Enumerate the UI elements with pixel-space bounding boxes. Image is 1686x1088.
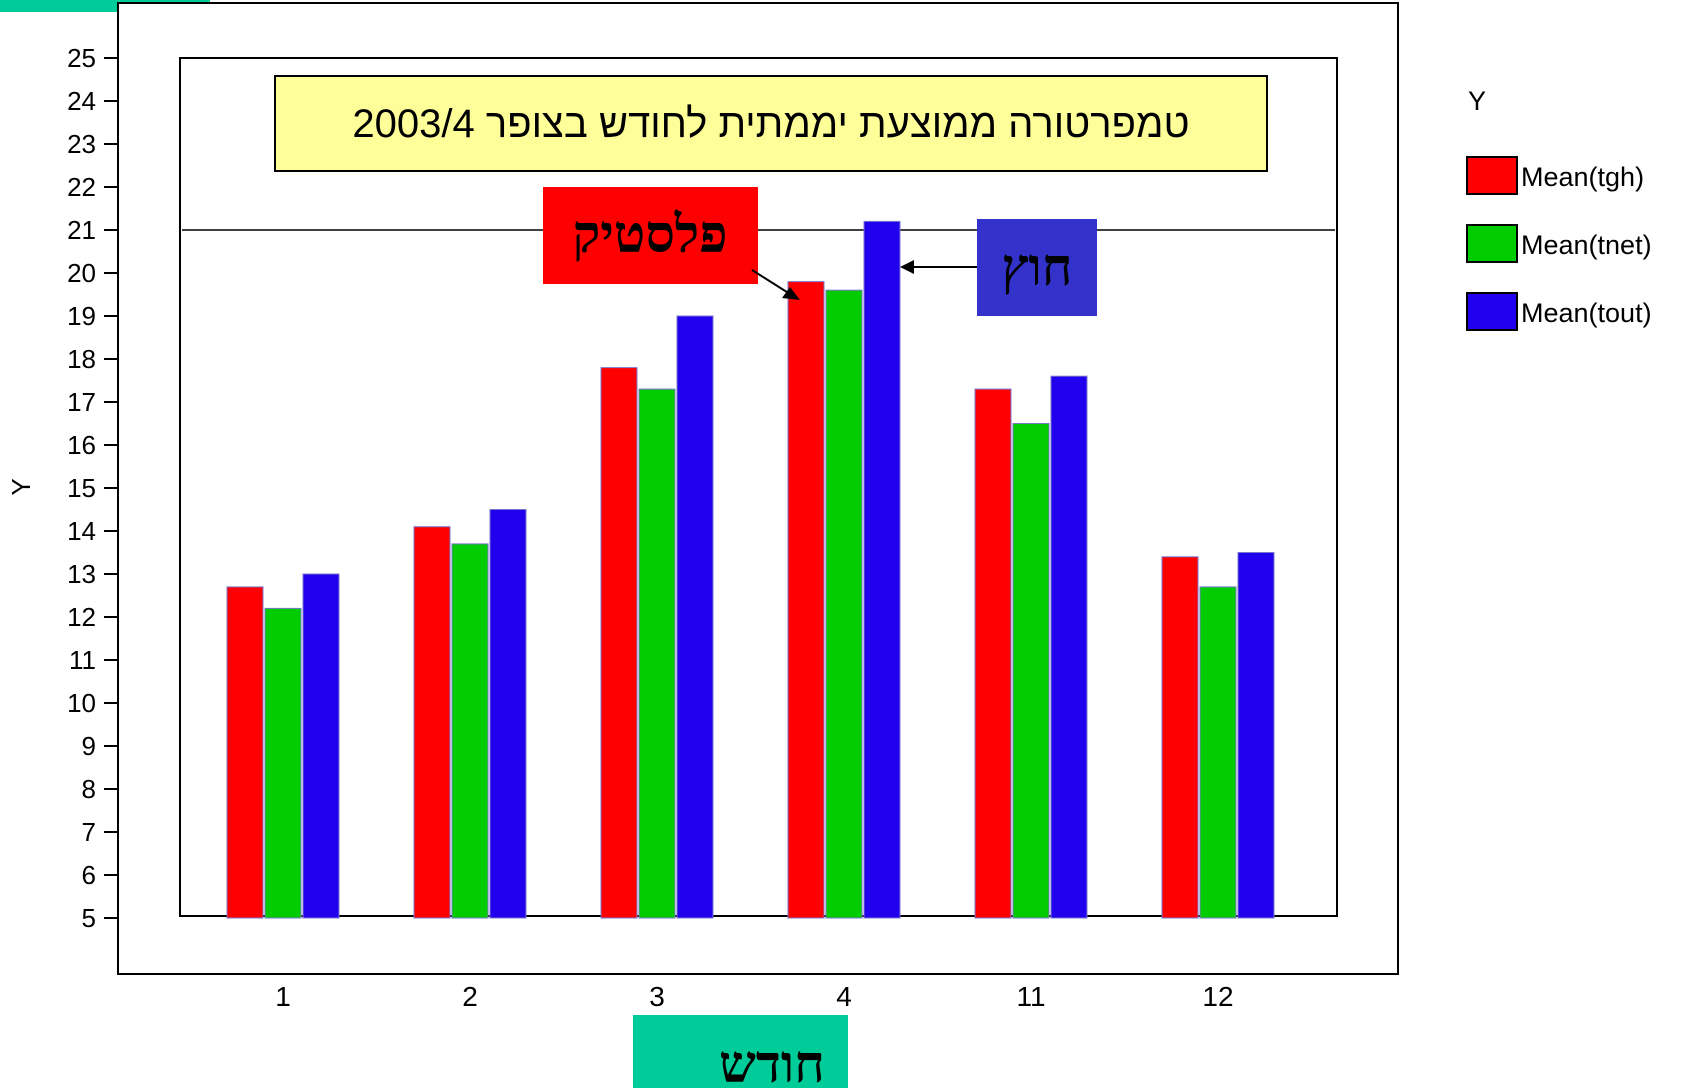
- y-tick-label: 5: [82, 903, 96, 933]
- y-tick-label: 9: [82, 731, 96, 761]
- callout-plastic-label: פלסטיק: [572, 204, 727, 265]
- y-tick-label: 19: [67, 301, 96, 331]
- y-tick-label: 22: [67, 172, 96, 202]
- x-tick-label: 1: [275, 981, 291, 1012]
- y-axis-label: Y: [6, 478, 36, 495]
- bar-meantnet-12: [1199, 586, 1237, 919]
- x-tick-label: 12: [1202, 981, 1233, 1012]
- callout-outside-box: [977, 219, 1097, 316]
- y-tick-label: 24: [67, 86, 96, 116]
- plot-frame: [179, 57, 1338, 917]
- y-tick-label: 14: [67, 516, 96, 546]
- bar-meantout-4: [863, 220, 901, 919]
- y-tick-label: 25: [67, 43, 96, 73]
- x-tick-label: 4: [836, 981, 852, 1012]
- legend-swatch: [1466, 224, 1518, 263]
- bar-meantout-2: [489, 509, 527, 919]
- chart-title: טמפרטורה ממוצעת יממתית לחודש בצופר 2003/…: [352, 102, 1189, 146]
- bar-meantnet-11: [1012, 423, 1050, 919]
- legend-title: Y: [1468, 86, 1486, 116]
- bar-meantgh-1: [226, 586, 264, 919]
- y-tick-label: 15: [67, 473, 96, 503]
- bar-meantgh-2: [413, 526, 451, 919]
- bar-meantnet-1: [264, 607, 302, 919]
- callout-plastic-arrow: [751, 269, 791, 295]
- legend-label: Mean(tout): [1521, 298, 1652, 328]
- bar-meantnet-2: [451, 543, 489, 919]
- bar-meantout-12: [1237, 552, 1275, 919]
- y-tick-label: 7: [82, 817, 96, 847]
- bar-meantout-1: [302, 573, 340, 919]
- legend: Mean(tgh) Mean(tnet) Mean(tout): [1466, 156, 1652, 331]
- title-box: [274, 75, 1268, 172]
- legend-swatch: [1466, 292, 1518, 331]
- bar-meantgh-4: [787, 281, 825, 919]
- callout-plastic-box: [543, 187, 758, 284]
- x-tick-label: 2: [462, 981, 478, 1012]
- bar-meantout-11: [1050, 375, 1088, 919]
- y-tick-label: 17: [67, 387, 96, 417]
- y-tick-label: 20: [67, 258, 96, 288]
- y-tick-label: 8: [82, 774, 96, 804]
- bar-meantnet-4: [825, 289, 863, 919]
- legend-label: Mean(tnet): [1521, 230, 1652, 260]
- x-axis-label: חודש: [719, 1034, 825, 1088]
- y-tick-label: 12: [67, 602, 96, 632]
- y-tick-label: 21: [67, 215, 96, 245]
- callout-outside-label: חוץ: [1001, 237, 1072, 298]
- bar-meantgh-3: [600, 367, 638, 919]
- x-ticks: 1 2 3 4 11 12: [275, 981, 1233, 1012]
- bar-meantgh-12: [1161, 556, 1199, 919]
- y-tick-label: 6: [82, 860, 96, 890]
- bar-meantgh-11: [974, 388, 1012, 919]
- y-tick-label: 23: [67, 129, 96, 159]
- x-tick-label: 3: [649, 981, 665, 1012]
- y-ticks: 5 6 7 8 9 10 11 12 13 14 15 16 17 18 19 20 21 22 23 24 25: [67, 43, 118, 933]
- callout-outside-arrowhead: [900, 260, 914, 274]
- bar-meantnet-3: [638, 388, 676, 919]
- y-tick-label: 13: [67, 559, 96, 589]
- y-tick-label: 18: [67, 344, 96, 374]
- y-tick-label: 11: [69, 645, 96, 675]
- y-tick-label: 10: [67, 688, 96, 718]
- bar-meantout-3: [676, 315, 714, 919]
- bars: [226, 220, 1275, 919]
- legend-label: Mean(tgh): [1521, 162, 1644, 192]
- x-tick-label: 11: [1016, 981, 1045, 1012]
- legend-swatch: [1466, 156, 1518, 195]
- callout-plastic-arrowhead: [782, 287, 800, 300]
- y-tick-label: 16: [67, 430, 96, 460]
- x-axis-label-box: [633, 1015, 848, 1088]
